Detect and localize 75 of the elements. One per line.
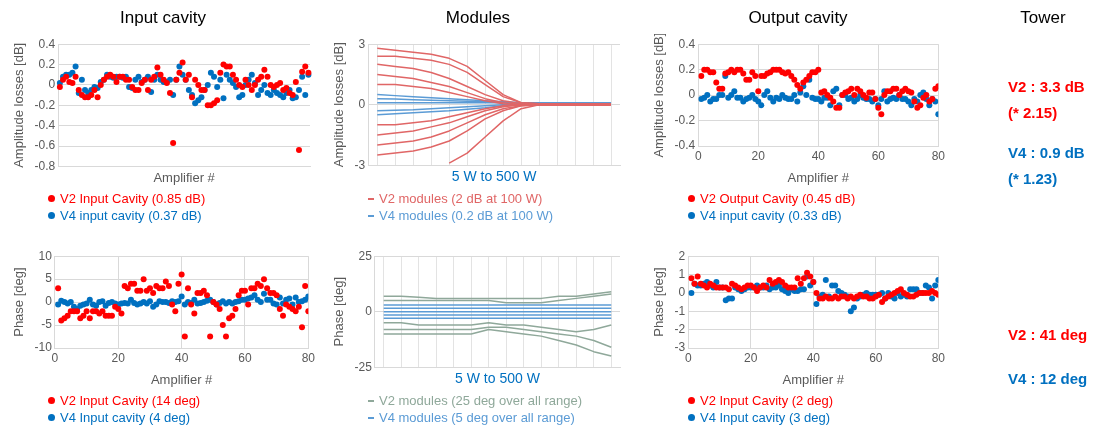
- y-tick-label: -0.2: [674, 112, 696, 127]
- chart-title: Output cavity: [747, 8, 849, 29]
- text: Tower: [1019, 8, 1067, 28]
- y-tick-label: 0.4: [38, 36, 56, 51]
- y-tick-label: 0: [358, 97, 366, 112]
- y-tick-label: 10: [38, 248, 53, 263]
- y-axis-title: Phase [deg]: [11, 267, 27, 337]
- y-tick-label: 0: [688, 87, 696, 102]
- y-tick-label: 25: [358, 248, 373, 263]
- x-tick-label: 80: [931, 350, 946, 365]
- legend-label: V2 Input Cavity (2 deg): [700, 392, 833, 409]
- y-tick-label: -5: [41, 317, 53, 332]
- y-tick-label: 0: [48, 77, 56, 92]
- y-tick-label: 1: [678, 266, 686, 281]
- x-tick-label: 80: [931, 148, 946, 163]
- legend-label: V2 modules (25 deg over all range): [379, 392, 583, 409]
- y-tick-label: -3: [354, 157, 366, 172]
- legend-label: V2 Output Cavity (0.45 dB): [700, 190, 856, 207]
- y-tick-label: -1: [674, 303, 686, 318]
- y-tick-label: 0: [678, 285, 686, 300]
- legend-label: V2 modules (2 dB at 100 W): [379, 190, 543, 207]
- text: (* 1.23): [1008, 170, 1058, 187]
- x-tick-label: 20: [751, 148, 766, 163]
- x-axis-title: Amplifier #: [153, 169, 216, 185]
- y-tick-label: -3: [674, 340, 686, 355]
- y-tick-label: -0.4: [34, 117, 56, 132]
- chart-title: Input cavity: [119, 8, 207, 29]
- x-tick-label: 40: [806, 350, 821, 365]
- x-axis-title: Amplifier #: [787, 169, 850, 185]
- text: V4 : 0.9 dB: [1008, 144, 1085, 161]
- y-tick-label: 2: [678, 248, 686, 263]
- y-axis-title: Phase [deg]: [651, 267, 667, 337]
- legend-label: V4 modules (0.2 dB at 100 W): [379, 207, 554, 224]
- text: V4 : 12 deg: [1008, 370, 1088, 387]
- y-axis-title: Phase [deg]: [331, 277, 347, 347]
- y-tick-label: -0.6: [34, 138, 56, 153]
- legend-label: V4 modules (5 deg over all range): [379, 409, 575, 426]
- x-axis-title: 5 W to 500 W: [455, 370, 541, 387]
- y-axis-title: Amplitude losses [dB]: [651, 32, 667, 158]
- x-tick-label: 60: [871, 148, 886, 163]
- y-tick-label: -0.4: [674, 138, 696, 153]
- y-tick-label: -2: [674, 321, 686, 336]
- y-tick-label: 5: [45, 271, 53, 286]
- legend-label: V4 Input cavity (3 deg): [700, 409, 831, 426]
- x-axis-title: 5 W to 500 W: [451, 168, 538, 185]
- legend-label: V2 Input Cavity (14 deg): [60, 392, 201, 409]
- y-axis-title: Amplitude losses [dB]: [331, 42, 347, 168]
- y-tick-label: -10: [34, 340, 53, 355]
- x-tick-label: 60: [238, 350, 252, 365]
- legend-label: V2 Input Cavity (0.85 dB): [60, 190, 206, 207]
- x-tick-label: 60: [869, 350, 883, 365]
- y-tick-label: 0: [45, 294, 53, 309]
- x-tick-label: 80: [301, 350, 316, 365]
- x-axis-title: Amplifier #: [782, 371, 845, 387]
- legend-label: V4 input cavity (0.33 dB): [700, 207, 842, 224]
- y-tick-label: 0: [365, 304, 373, 319]
- x-tick-label: 40: [174, 350, 189, 365]
- y-tick-label: -25: [354, 359, 373, 374]
- y-tick-label: -0.2: [34, 97, 56, 112]
- y-tick-label: 3: [358, 36, 366, 51]
- chart-title: Modules: [444, 8, 512, 29]
- y-tick-label: -0.8: [34, 158, 56, 173]
- x-tick-label: 20: [111, 350, 126, 365]
- x-axis-title: Amplifier #: [150, 371, 214, 387]
- text: (* 2.15): [1008, 104, 1058, 121]
- x-tick-label: 20: [744, 350, 758, 365]
- legend-label: V4 Input cavity (4 deg): [60, 409, 191, 426]
- legend-label: V4 input cavity (0.37 dB): [60, 207, 202, 224]
- y-tick-label: 0.2: [678, 61, 696, 76]
- y-tick-label: 0.4: [678, 36, 696, 51]
- text: V2 : 3.3 dB: [1008, 78, 1085, 95]
- x-tick-label: 40: [811, 148, 826, 163]
- y-axis-title: Amplitude losses [dB]: [11, 42, 27, 168]
- y-tick-label: 0.2: [38, 56, 56, 71]
- text: V2 : 41 deg: [1008, 326, 1088, 343]
